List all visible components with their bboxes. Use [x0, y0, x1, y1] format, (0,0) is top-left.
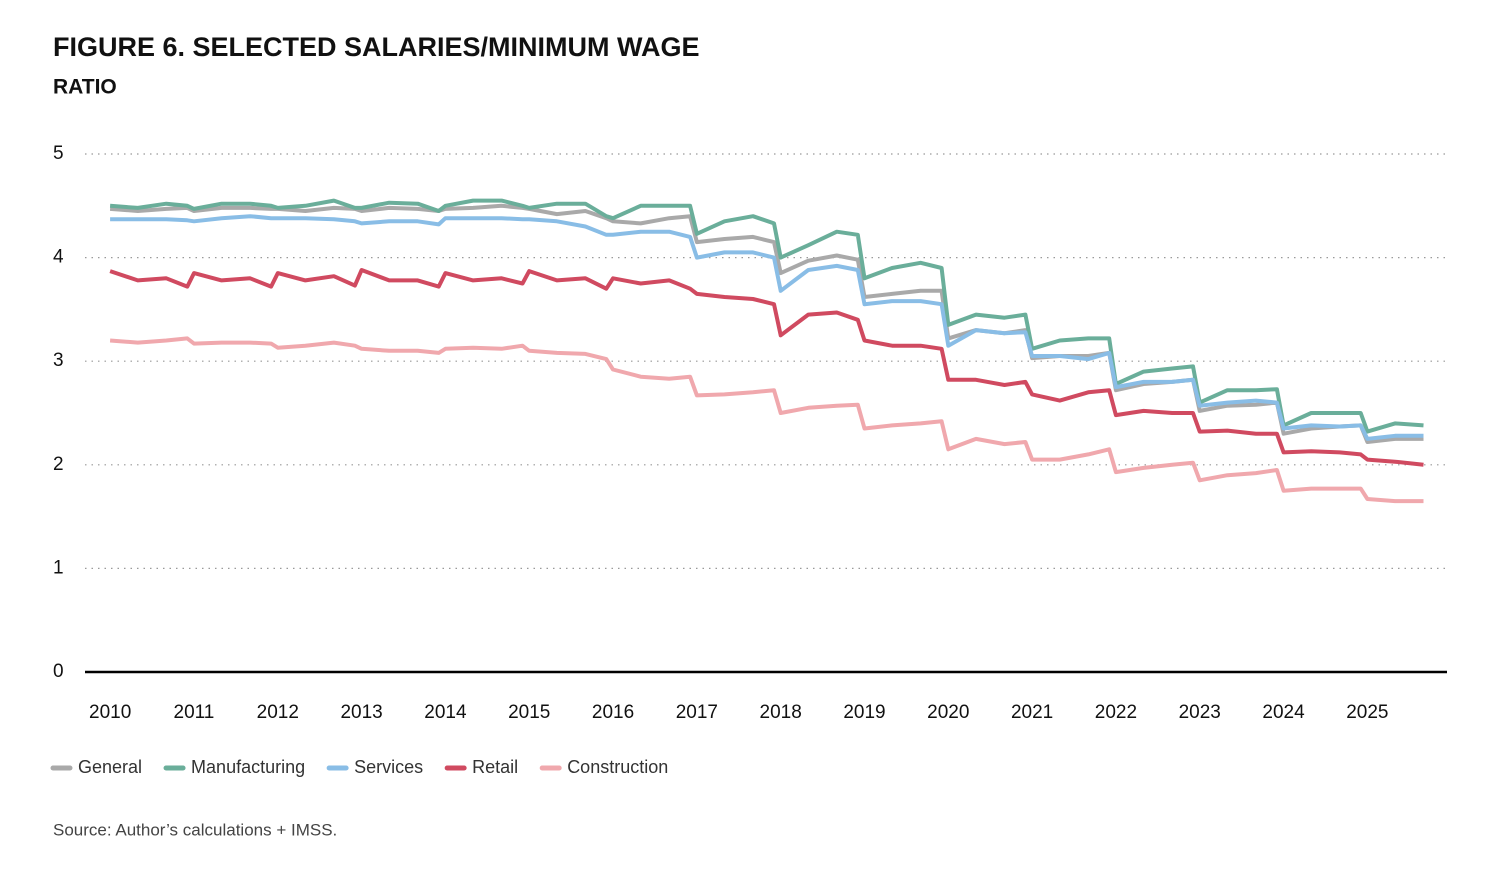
legend-label: Services	[354, 757, 423, 777]
series-line	[110, 214, 1424, 441]
y-tick-label: 2	[53, 454, 64, 475]
x-tick-label: 2020	[927, 702, 969, 723]
legend-label: Retail	[472, 757, 518, 777]
x-tick-label: 2012	[257, 702, 299, 723]
x-tick-label: 2021	[1011, 702, 1053, 723]
x-tick-label: 2019	[843, 702, 885, 723]
y-tick-label: 0	[53, 661, 64, 682]
series-line	[109, 336, 1424, 504]
x-tick-label: 2022	[1095, 702, 1137, 723]
legend-label: Manufacturing	[191, 757, 305, 777]
chart-title: FIGURE 6. SELECTED SALARIES/MINIMUM WAGE	[53, 32, 700, 62]
series-line	[109, 198, 1424, 434]
series-line	[109, 203, 1424, 444]
chart-subtitle: RATIO	[53, 76, 117, 99]
x-tick-label: 2015	[508, 702, 550, 723]
series-line	[109, 268, 1424, 467]
y-tick-label: 5	[53, 143, 64, 164]
x-tick-label: 2010	[89, 702, 131, 723]
source-note: Source: Author’s calculations + IMSS.	[53, 820, 337, 839]
x-tick-label: 2014	[424, 702, 467, 723]
x-tick-label: 2025	[1346, 702, 1388, 723]
legend-label: Construction	[567, 757, 668, 777]
y-tick-label: 3	[53, 350, 64, 371]
y-tick-label: 4	[53, 247, 64, 268]
x-tick-label: 2017	[676, 702, 718, 723]
x-tick-label: 2023	[1179, 702, 1221, 723]
x-tick-label: 2011	[174, 702, 215, 723]
x-tick-label: 2018	[760, 702, 802, 723]
legend-label: General	[78, 757, 142, 777]
y-tick-label: 1	[53, 557, 64, 578]
x-tick-label: 2016	[592, 702, 634, 723]
x-tick-label: 2013	[340, 702, 382, 723]
x-tick-label: 2024	[1262, 702, 1305, 723]
